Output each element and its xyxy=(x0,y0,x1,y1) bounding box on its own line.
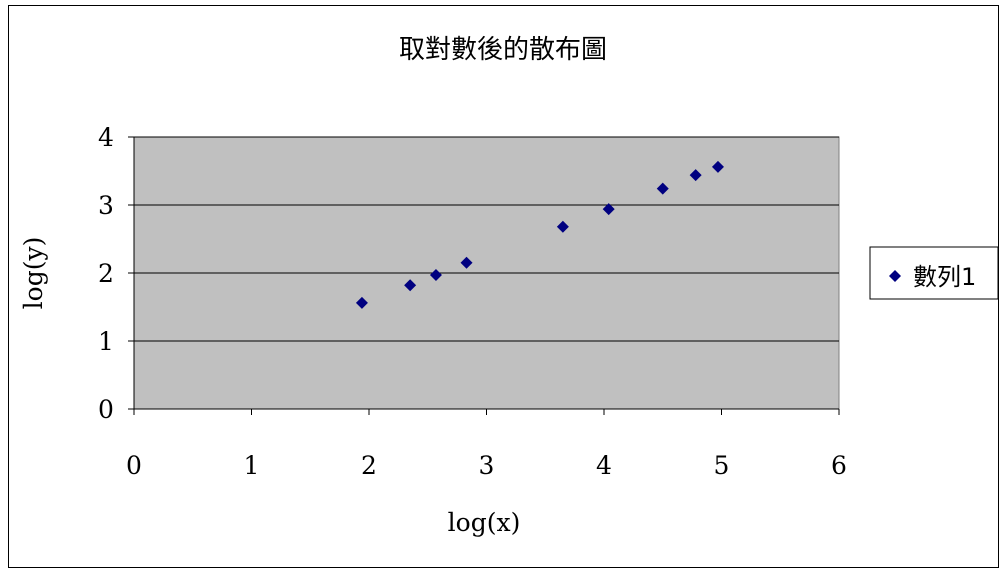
data-points xyxy=(355,160,724,309)
data-point xyxy=(429,269,442,282)
y-tick-label: 0 xyxy=(98,395,114,424)
x-tick-label: 4 xyxy=(596,451,612,480)
x-tick-label: 2 xyxy=(361,451,377,480)
x-tick-label: 5 xyxy=(714,451,730,480)
data-point xyxy=(689,169,702,182)
data-point xyxy=(460,256,473,269)
grid-lines xyxy=(134,136,839,342)
x-tick-labels: 0 1 2 3 4 5 6 xyxy=(126,451,847,480)
y-tick-label: 3 xyxy=(98,191,114,220)
data-point xyxy=(355,296,368,309)
x-tick-label: 6 xyxy=(831,451,847,480)
x-tick-label: 3 xyxy=(479,451,495,480)
data-point xyxy=(602,203,615,216)
legend-marker xyxy=(889,270,901,282)
axes xyxy=(128,136,840,415)
y-tick-label: 4 xyxy=(98,123,114,152)
legend-box xyxy=(869,246,999,300)
chart-title: 取對數後的散布圖 xyxy=(399,35,607,65)
legend: 數列1 xyxy=(869,246,999,300)
legend-series-label: 數列1 xyxy=(913,263,976,291)
x-tick-label: 1 xyxy=(244,451,260,480)
x-axis-label: log(x) xyxy=(448,508,521,537)
y-tick-label: 1 xyxy=(98,327,114,356)
y-tick-label: 2 xyxy=(98,259,114,288)
x-tick-label: 0 xyxy=(126,451,142,480)
y-tick-labels: 0 1 2 3 4 xyxy=(98,123,114,424)
data-point xyxy=(711,160,724,173)
y-axis-label: log(y) xyxy=(19,237,48,310)
data-point xyxy=(556,220,569,233)
data-point xyxy=(404,279,417,292)
data-point xyxy=(656,182,669,195)
